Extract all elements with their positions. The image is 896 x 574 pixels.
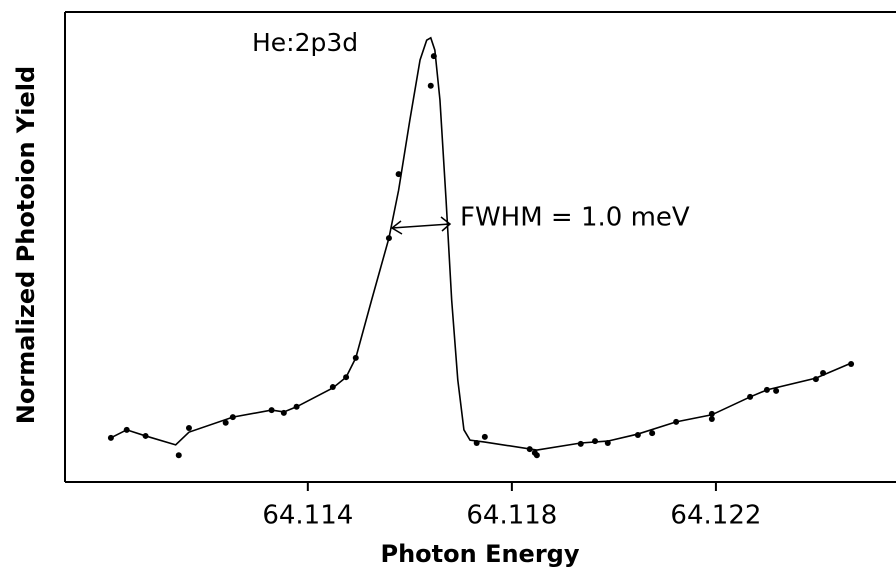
x-tick-label: 64.114 <box>262 501 353 531</box>
x-axis-label: Photon Energy <box>381 540 580 568</box>
data-point <box>708 416 715 423</box>
x-tick-label: 64.122 <box>670 501 761 531</box>
fit-line <box>110 36 852 451</box>
annotation: He:2p3d <box>252 28 358 57</box>
data-point <box>533 452 540 459</box>
annotation: FWHM = 1.0 meV <box>460 203 690 233</box>
x-tick-label: 64.118 <box>466 501 557 531</box>
data-point <box>175 452 182 459</box>
data-point <box>427 82 434 89</box>
fwhm-arrow <box>390 216 452 235</box>
y-axis-label: Normalized Photoion Yield <box>12 66 40 424</box>
data-point <box>222 419 229 426</box>
data-point <box>773 387 780 394</box>
data-point <box>649 430 656 437</box>
data-point <box>395 171 402 178</box>
data-point <box>185 424 192 431</box>
data-point <box>848 361 855 368</box>
data-point <box>481 433 488 440</box>
